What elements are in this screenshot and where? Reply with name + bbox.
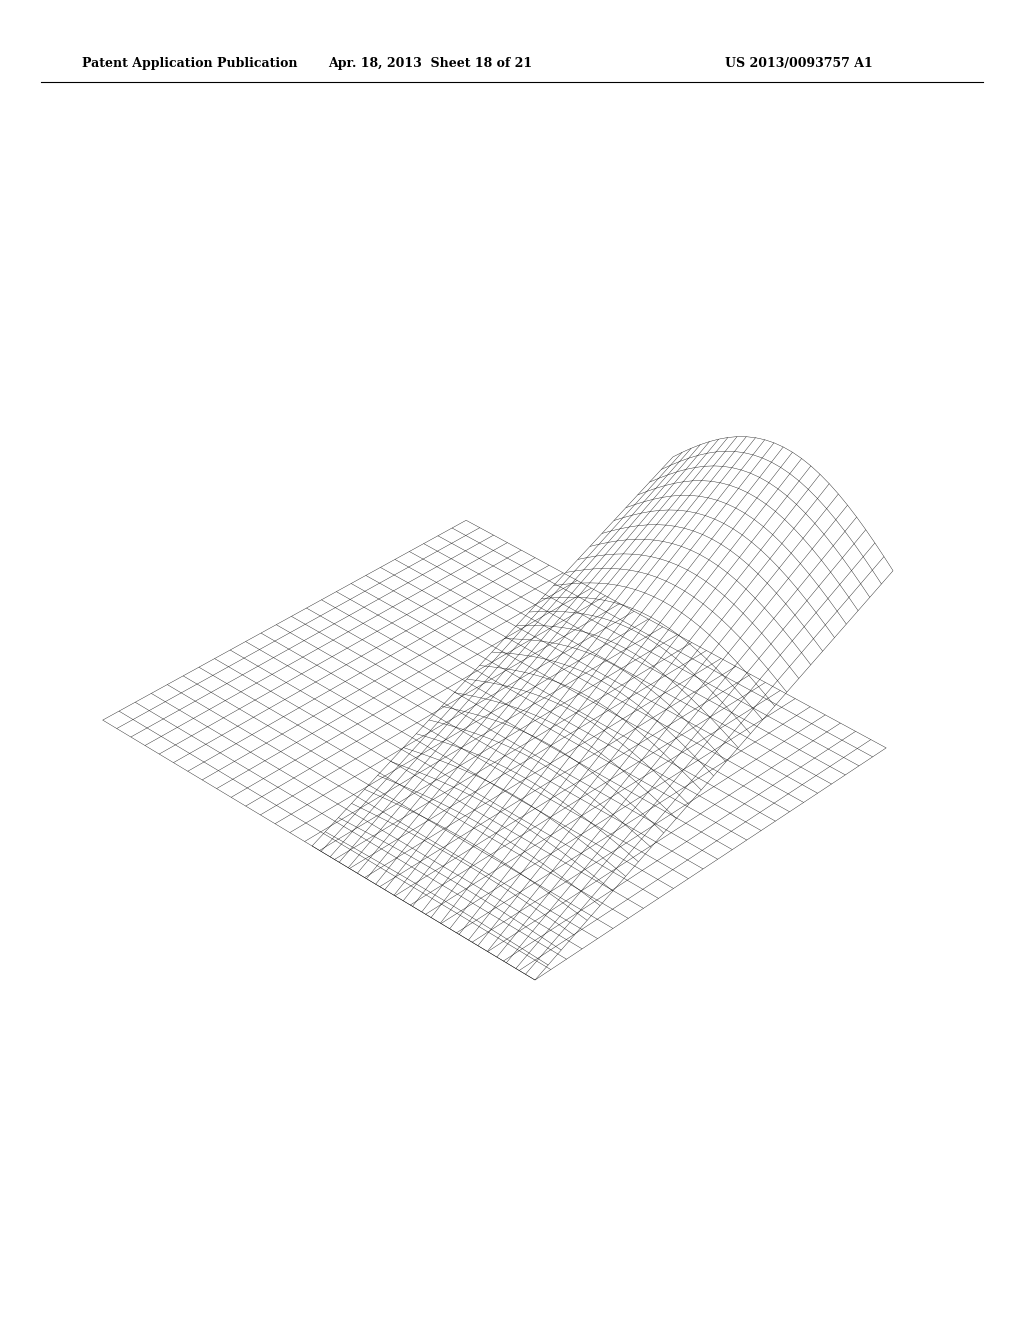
Text: 1427: 1427 [722, 527, 761, 543]
Text: Apr. 18, 2013  Sheet 18 of 21: Apr. 18, 2013 Sheet 18 of 21 [328, 57, 532, 70]
Text: 1423: 1423 [712, 702, 751, 718]
Text: US 2013/0093757 A1: US 2013/0093757 A1 [725, 57, 872, 70]
Text: 1420: 1420 [722, 764, 761, 780]
Text: 1425: 1425 [195, 777, 233, 793]
Text: FIG. 14: FIG. 14 [749, 688, 849, 711]
Text: Patent Application Publication: Patent Application Publication [82, 57, 297, 70]
Text: 1428: 1428 [722, 430, 761, 446]
